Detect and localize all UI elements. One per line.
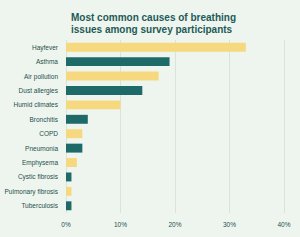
svg-text:Bronchitis: Bronchitis: [29, 116, 58, 123]
svg-text:Humid climates: Humid climates: [14, 101, 59, 108]
svg-text:Cystic fibrosis: Cystic fibrosis: [18, 173, 59, 181]
svg-text:20%: 20%: [168, 221, 181, 228]
svg-text:Most common causes of breathin: Most common causes of breathing: [71, 12, 239, 23]
svg-text:30%: 30%: [223, 221, 236, 228]
svg-text:Tuberculosis: Tuberculosis: [21, 202, 58, 209]
svg-text:Hayfever: Hayfever: [32, 44, 59, 52]
svg-text:Dust allergies: Dust allergies: [19, 87, 59, 95]
svg-text:0%: 0%: [61, 221, 71, 228]
svg-text:COPD: COPD: [39, 130, 58, 137]
svg-text:10%: 10%: [114, 221, 127, 228]
svg-text:Emphysema: Emphysema: [22, 159, 59, 167]
svg-text:Asthma: Asthma: [36, 58, 58, 65]
svg-text:issues among survey participan: issues among survey participants: [71, 24, 233, 35]
svg-text:Pneumonia: Pneumonia: [25, 145, 58, 152]
svg-text:40%: 40%: [277, 221, 290, 228]
svg-text:Air pollution: Air pollution: [24, 73, 58, 81]
svg-text:Pulmonary fibrosis: Pulmonary fibrosis: [5, 188, 59, 196]
